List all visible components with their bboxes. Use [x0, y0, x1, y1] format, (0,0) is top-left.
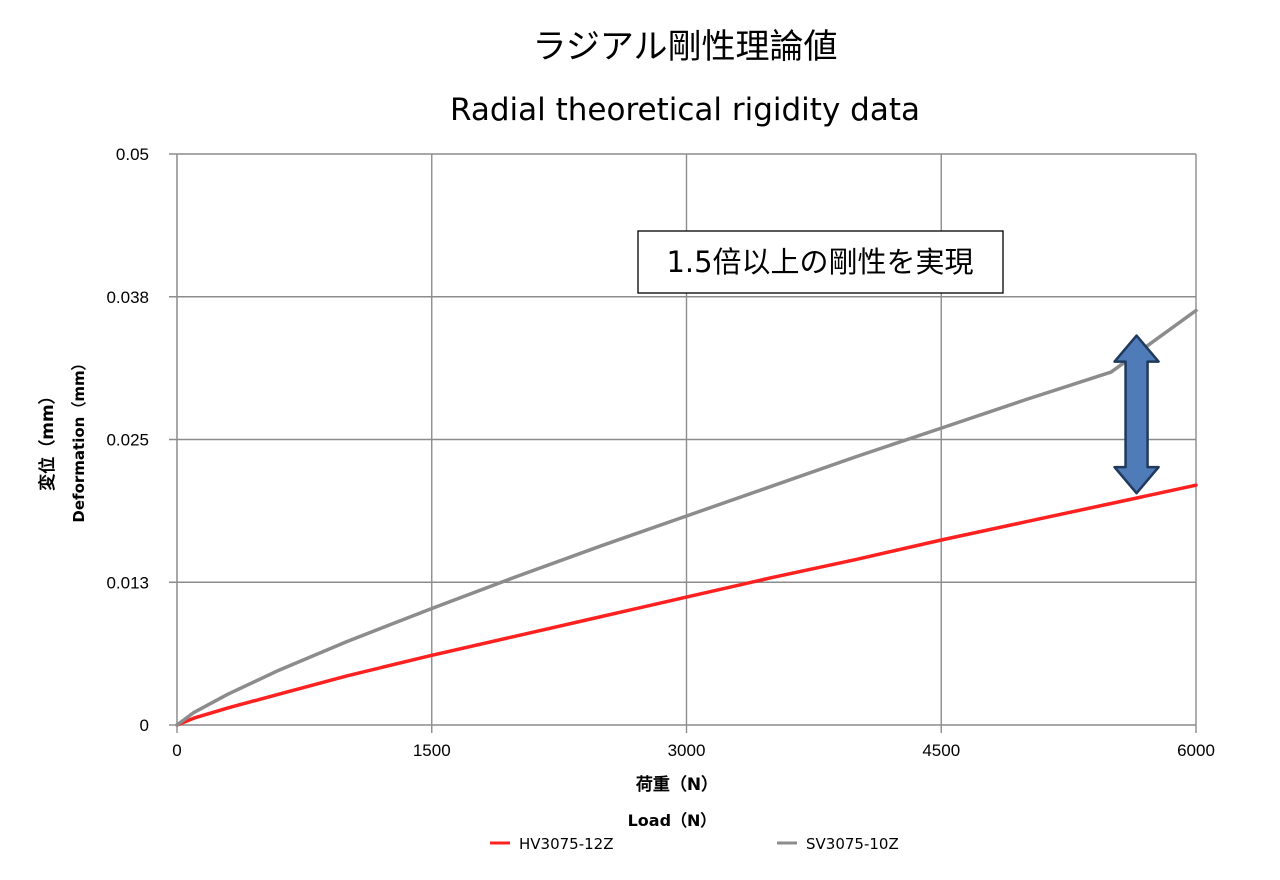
legend: HV3075-12Z SV3075-10Z: [490, 835, 899, 853]
series-line-2: [175, 308, 1198, 727]
y-axis-label-en: Deformation（mm）: [70, 355, 88, 522]
annotation-box-frame: [637, 230, 1004, 294]
x-tick-label: 1500: [413, 741, 451, 760]
y-tick-label: 0.025: [106, 431, 149, 450]
double-arrow: [1113, 334, 1160, 495]
double-arrow-shape: [1113, 334, 1160, 495]
y-tick-label: 0: [140, 716, 149, 735]
x-axis-ticks: 0 1500 3000 4500 6000: [172, 741, 1215, 760]
annotation-text: 1.5倍以上の剛性を実現: [666, 245, 973, 279]
x-tick-label: 3000: [668, 741, 706, 760]
legend-label-1: HV3075-12Z: [519, 835, 614, 853]
x-tick-label: 4500: [922, 741, 960, 760]
legend-label-2: SV3075-10Z: [806, 835, 899, 853]
y-tick-label: 0.013: [106, 573, 149, 592]
y-axis-ticks: 0 0.013 0.025 0.038 0.05: [106, 145, 149, 735]
x-axis-label-en: Load（N）: [628, 811, 717, 830]
series-line-1: [175, 483, 1198, 727]
x-tick-label: 0: [172, 741, 181, 760]
annotation-box: 1.5倍以上の剛性を実現: [637, 230, 1004, 294]
gridlines: [169, 153, 1197, 733]
x-tick-label: 6000: [1177, 741, 1215, 760]
x-axis-label: 荷重（N）: [636, 774, 718, 795]
chart-subtitle: Radial theoretical rigidity data: [450, 92, 920, 128]
chart-title: ラジアル剛性理論値: [533, 27, 838, 67]
y-tick-label: 0.05: [116, 145, 149, 164]
series-lines: [175, 308, 1198, 727]
y-axis-label: 変位（mm）: [37, 387, 58, 490]
y-tick-label: 0.038: [106, 288, 149, 307]
